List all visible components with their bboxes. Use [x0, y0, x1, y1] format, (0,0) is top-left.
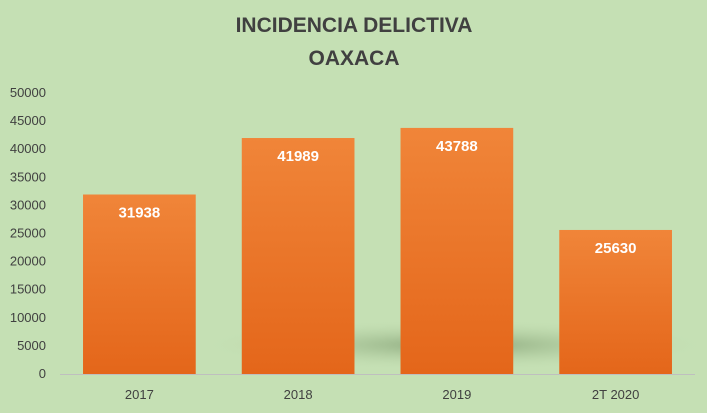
y-tick-label: 20000	[10, 254, 46, 269]
data-label: 25630	[595, 240, 637, 257]
x-category-label: 2019	[442, 387, 471, 402]
data-label: 41989	[277, 148, 319, 165]
bar	[559, 229, 672, 374]
data-label: 43788	[436, 138, 478, 155]
bar	[400, 127, 514, 374]
data-label: 31938	[119, 205, 161, 222]
y-tick-label: 50000	[10, 85, 46, 100]
y-axis: 0 5000 10000 15000 20000 25000 30000 35000 40000…	[10, 85, 46, 381]
bar	[83, 194, 196, 374]
y-tick-label: 15000	[10, 282, 46, 297]
chart-title-line-1: INCIDENCIA DELICTIVA	[236, 14, 473, 37]
bars: 31938 41989 43788 25630	[83, 127, 672, 374]
y-tick-label: 0	[39, 366, 46, 381]
y-tick-label: 40000	[10, 141, 46, 156]
bar	[241, 138, 355, 374]
x-axis: 2017 2018 2019 2T 2020	[60, 374, 695, 402]
x-category-label: 2018	[284, 387, 313, 402]
y-tick-label: 45000	[10, 113, 46, 128]
y-tick-label: 10000	[10, 310, 46, 325]
y-tick-label: 5000	[17, 338, 46, 353]
y-tick-label: 25000	[10, 226, 46, 241]
x-category-label: 2T 2020	[592, 387, 639, 402]
chart-title-line-2: OAXACA	[308, 47, 399, 70]
x-category-label: 2017	[125, 387, 154, 402]
y-tick-label: 35000	[10, 169, 46, 184]
y-tick-label: 30000	[10, 197, 46, 212]
